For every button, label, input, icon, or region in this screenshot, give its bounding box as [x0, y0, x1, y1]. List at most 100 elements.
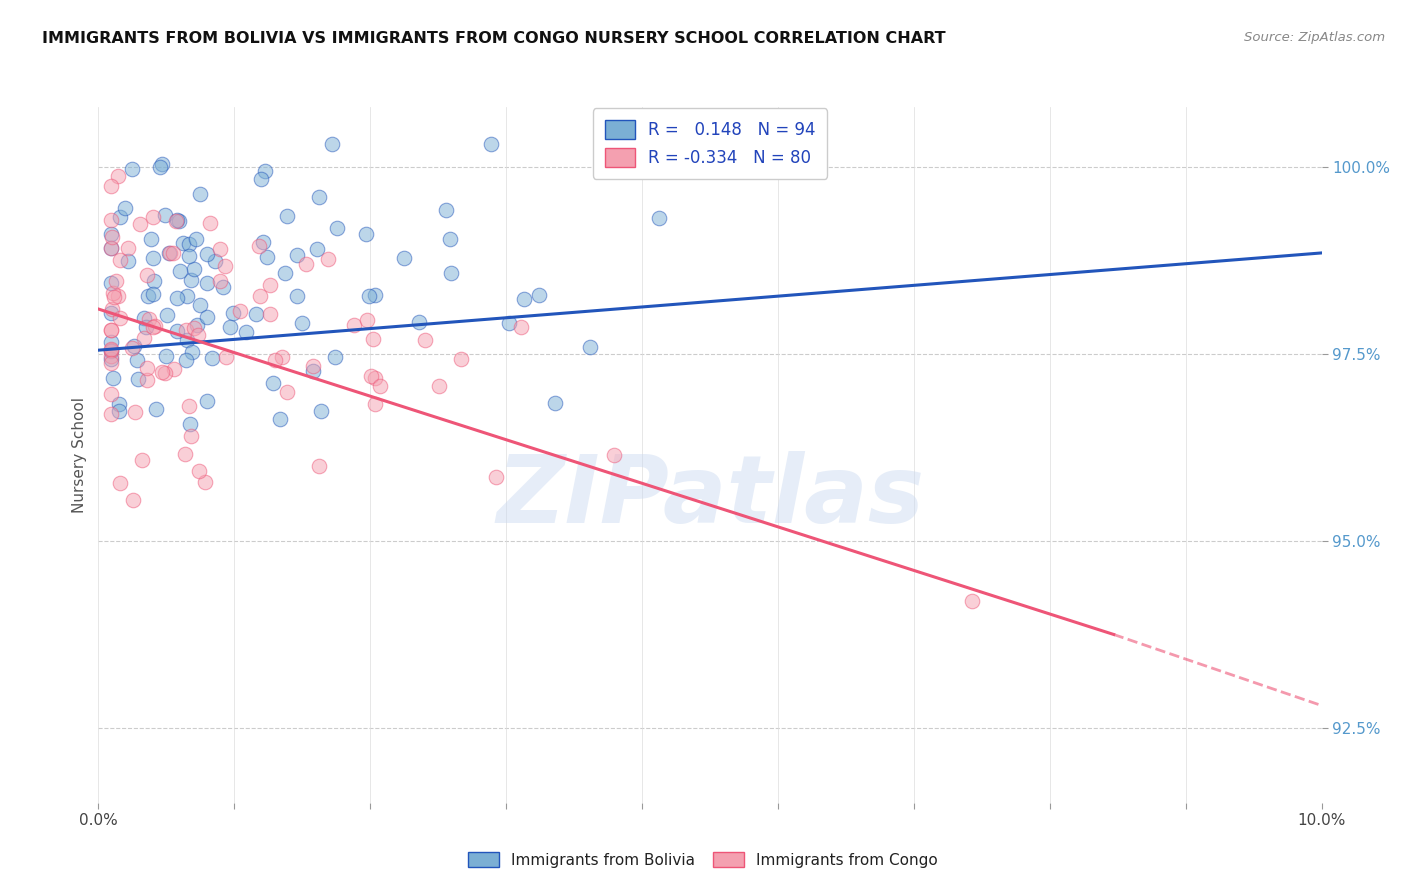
Point [252, 235, 274, 249]
Y-axis label: Nursery School: Nursery School [72, 397, 87, 513]
Point [364, 287, 387, 301]
Point [127, 372, 149, 386]
Point [485, 470, 508, 484]
Point [142, 251, 165, 265]
Point [174, 353, 197, 368]
Point [208, 274, 231, 288]
Point [114, 201, 136, 215]
Point [177, 237, 200, 252]
Point [186, 318, 208, 332]
Point [228, 304, 250, 318]
Point [201, 351, 224, 365]
Point [247, 239, 270, 253]
Point [134, 310, 156, 325]
Legend: R =   0.148   N = 94, R = -0.334   N = 80: R = 0.148 N = 94, R = -0.334 N = 80 [593, 109, 827, 178]
Point [276, 210, 298, 224]
Point [510, 319, 533, 334]
Point [316, 252, 339, 266]
Point [450, 352, 472, 367]
Point [513, 292, 536, 306]
Point [439, 232, 461, 246]
Point [169, 264, 191, 278]
Point [276, 384, 298, 399]
Point [302, 359, 325, 374]
Point [100, 335, 122, 350]
Point [544, 396, 567, 410]
Point [195, 246, 218, 260]
Point [174, 447, 197, 461]
Point [357, 289, 380, 303]
Point [166, 291, 188, 305]
Point [136, 360, 159, 375]
Point [100, 343, 122, 357]
Point [100, 276, 122, 290]
Point [647, 211, 669, 226]
Point [135, 320, 157, 334]
Point [155, 366, 177, 380]
Point [108, 476, 131, 491]
Point [145, 402, 167, 417]
Point [103, 290, 125, 304]
Point [259, 307, 281, 321]
Point [107, 169, 129, 183]
Point [271, 350, 294, 364]
Point [105, 274, 128, 288]
Point [131, 453, 153, 467]
Point [107, 289, 129, 303]
Point [162, 246, 184, 260]
Point [194, 475, 217, 490]
Point [138, 312, 160, 326]
Point [195, 393, 218, 408]
Point [259, 277, 281, 292]
Point [183, 261, 205, 276]
Point [204, 254, 226, 268]
Point [117, 241, 139, 255]
Point [166, 213, 188, 227]
Point [361, 332, 384, 346]
Point [181, 345, 204, 359]
Point [302, 364, 325, 378]
Point [343, 318, 366, 333]
Point [121, 341, 143, 355]
Point [198, 216, 221, 230]
Point [142, 320, 165, 334]
Point [960, 593, 983, 607]
Point [214, 260, 236, 274]
Point [157, 245, 180, 260]
Point [269, 411, 291, 425]
Point [100, 344, 122, 359]
Point [208, 242, 231, 256]
Point [100, 179, 122, 194]
Point [360, 368, 382, 383]
Point [364, 371, 387, 385]
Point [100, 343, 122, 357]
Point [307, 243, 329, 257]
Point [440, 266, 463, 280]
Point [142, 286, 165, 301]
Point [415, 333, 437, 347]
Point [100, 323, 122, 337]
Point [100, 356, 122, 370]
Point [427, 379, 450, 393]
Point [179, 417, 201, 431]
Text: IMMIGRANTS FROM BOLIVIA VS IMMIGRANTS FROM CONGO NURSERY SCHOOL CORRELATION CHAR: IMMIGRANTS FROM BOLIVIA VS IMMIGRANTS FR… [42, 31, 946, 46]
Point [212, 279, 235, 293]
Point [132, 330, 155, 344]
Point [356, 313, 378, 327]
Point [124, 405, 146, 419]
Point [180, 272, 202, 286]
Point [125, 353, 148, 368]
Point [245, 307, 267, 321]
Point [527, 287, 550, 301]
Point [121, 162, 143, 177]
Point [100, 241, 122, 255]
Point [117, 253, 139, 268]
Point [180, 429, 202, 443]
Point [219, 320, 242, 334]
Point [100, 387, 122, 401]
Point [285, 248, 308, 262]
Point [135, 373, 157, 387]
Point [291, 316, 314, 330]
Point [249, 172, 271, 186]
Point [177, 249, 200, 263]
